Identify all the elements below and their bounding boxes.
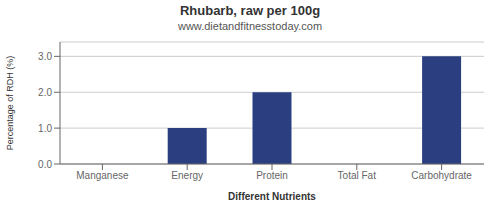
html-text:www.dietandfitnesstoday.com: www.dietandfitnesstoday.com [178, 20, 322, 32]
html-text:Rhubarb, raw per 100g: Rhubarb, raw per 100g [179, 3, 321, 18]
svg-text:3.0: 3.0 [38, 51, 52, 62]
svg-text:2.0: 2.0 [38, 87, 52, 98]
svg-text:Total Fat: Total Fat [338, 170, 377, 181]
svg-text:Percentage of RDH (%): Percentage of RDH (%) [8, 56, 15, 151]
svg-text:Carbohydrate: Carbohydrate [411, 170, 472, 181]
svg-text:1.0: 1.0 [38, 123, 52, 134]
svg-text:Energy: Energy [171, 170, 203, 181]
svg-text:Protein: Protein [256, 170, 288, 181]
svg-text:Manganese: Manganese [76, 170, 129, 181]
svg-text:Different Nutrients: Different Nutrients [228, 191, 316, 200]
svg-text:0.0: 0.0 [38, 159, 52, 170]
